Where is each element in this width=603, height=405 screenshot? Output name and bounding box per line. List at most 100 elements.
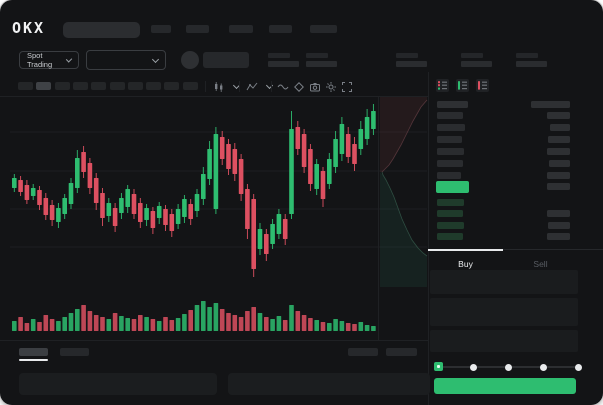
timeframe-button[interactable] [36,82,52,90]
nav-item-placeholder[interactable] [229,25,253,33]
candle-chart-icon[interactable] [213,80,225,98]
sell-tab[interactable]: Sell [533,259,548,269]
timeframe-button[interactable] [18,82,33,90]
orders-action-placeholder[interactable] [348,348,378,356]
candle-body [270,224,275,244]
pair-selector-dropdown[interactable] [86,50,166,70]
candle-body [201,174,206,199]
slider-dot[interactable] [574,363,582,371]
orders-action-placeholder[interactable] [386,348,417,356]
bid-row-price[interactable] [437,232,463,240]
volume-bar [18,317,23,331]
buy-button[interactable] [434,378,576,394]
slider-handle[interactable] [434,362,443,371]
fullscreen-icon[interactable] [341,80,353,98]
volume-bar [207,307,212,331]
volume-bar [112,313,118,331]
timeframe-button[interactable] [54,82,70,90]
last-price-placeholder [203,52,249,68]
candle-body [150,211,156,228]
volume-bar [163,317,168,331]
last-price-amount [547,183,570,190]
nav-item-placeholder[interactable] [151,25,171,33]
bid-row-price[interactable] [437,210,463,218]
book-combined-icon[interactable] [436,79,449,97]
volume-bar [119,316,124,331]
candle-body [251,199,256,269]
ask-row-price[interactable] [437,172,461,179]
volume-bar [295,311,301,331]
depth-asks-area [380,97,427,172]
timeframe-button[interactable] [164,82,180,90]
depth-asks-line [381,99,428,173]
indicators-icon[interactable] [246,80,258,98]
amount-input[interactable] [430,298,578,326]
market-type-dropdown[interactable]: Spot Trading [19,51,79,69]
volume-bar [339,321,345,331]
candle-body [12,178,17,188]
volume-bar [201,301,206,331]
ask-row-price[interactable] [437,160,463,167]
line-style-icon[interactable] [277,79,289,97]
book-bids-icon[interactable] [456,79,469,97]
volume-bar [24,323,30,331]
nav-item-placeholder[interactable] [269,25,292,33]
candle-body [30,188,36,196]
volume-bar [333,319,338,331]
timeframe-button[interactable] [182,82,198,90]
volume-bar [327,323,332,331]
volume-bar [150,319,156,331]
ask-row-amount [550,124,570,131]
last-price-bar[interactable] [436,181,469,193]
candle-body [352,144,357,164]
candle-body [24,185,30,200]
candle-body [245,189,250,229]
slider-handle-dot [437,365,440,368]
buy-tab[interactable]: Buy [458,259,473,269]
slider-dot[interactable] [469,363,477,371]
ask-row-price[interactable] [437,148,464,155]
eraser-icon[interactable] [293,80,305,98]
bid-row-amount [547,232,570,240]
slider-dot[interactable] [504,363,512,371]
timeframe-button[interactable] [127,82,143,90]
candle-body [87,163,93,188]
camera-icon[interactable] [309,80,321,98]
bid-row-price[interactable] [437,199,464,206]
candle-body [339,124,345,154]
timeframe-button[interactable] [91,82,107,90]
volume-bar [169,320,175,331]
volume-bar [37,322,42,331]
candle-body [144,208,149,220]
candle-body [232,149,238,174]
candle-body [207,149,212,179]
settings-gear-icon[interactable] [325,80,337,98]
candle-body [301,134,307,167]
candle-body [175,209,181,224]
ask-row-price[interactable] [437,124,465,131]
timeframe-button[interactable] [109,82,125,90]
ask-row-amount [549,160,570,167]
ask-row-price[interactable] [437,136,462,143]
bid-row-price[interactable] [437,221,464,229]
timeframe-button[interactable] [72,82,88,90]
candle-body [75,158,80,188]
nav-item-placeholder[interactable] [310,25,337,33]
candle-body [156,206,162,218]
timeframe-button[interactable] [146,82,162,90]
price-input[interactable] [430,270,578,294]
volume-bar [301,315,307,331]
search-bar[interactable] [63,22,140,38]
orders-tab-active[interactable] [19,348,48,356]
volume-bar [245,311,250,331]
candle-body [289,129,294,214]
buy-tab-indicator [428,248,503,251]
nav-item-placeholder[interactable] [186,25,209,33]
book-asks-icon[interactable] [476,79,489,97]
ask-row-price[interactable] [437,112,463,119]
total-input[interactable] [430,330,578,352]
slider-dot[interactable] [539,363,547,371]
orders-tab[interactable] [60,348,89,356]
candle-body [188,204,193,219]
candle-body [194,194,200,211]
